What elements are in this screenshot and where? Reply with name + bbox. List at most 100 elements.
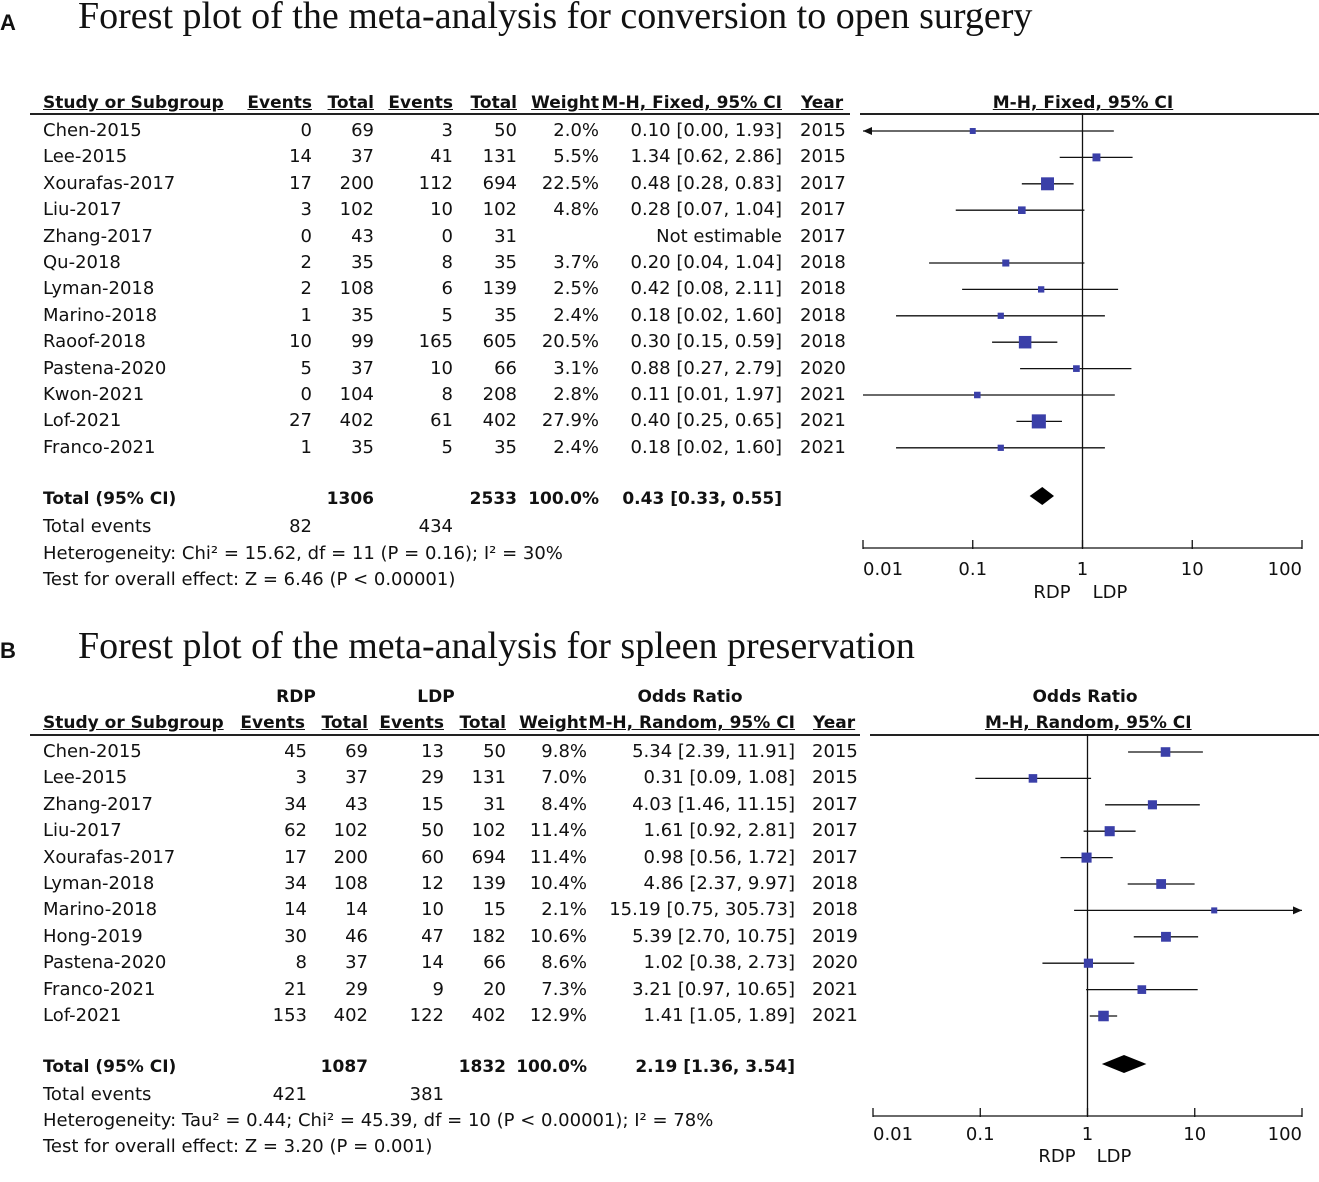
header-year: Year [813,713,856,733]
study-name: Raoof-2018 [43,331,146,353]
effect-square [997,312,1004,319]
row-e2: 6 [441,278,453,300]
header-t2: Total [459,713,506,733]
row-ci: 0.11 [0.01, 1.97] [630,384,782,405]
row-t1: 43 [345,793,368,815]
favours-right-label: LDP [1093,582,1128,603]
row-ci: 0.40 [0.25, 0.65] [630,410,782,432]
row-ci: 0.10 [0.00, 1.93] [630,120,782,141]
study-name: Marino-2018 [43,304,158,326]
study-name: Chen-2015 [43,741,142,762]
x-tick-label: 100 [1268,1124,1302,1145]
row-t1: 43 [351,225,374,247]
row-weight: 2.4% [553,304,599,326]
row-e1: 0 [300,225,312,247]
row-weight: 3.1% [553,357,599,379]
study-name: Liu-2017 [43,199,122,221]
row-t2: 102 [471,820,506,842]
row-year: 2018 [812,899,858,921]
row-ci: 1.02 [0.38, 2.73] [643,952,795,974]
row-t2: 402 [482,410,517,432]
row-ci: 0.88 [0.27, 2.79] [630,357,782,379]
study-name: Franco-2021 [43,436,156,458]
header-t1: Total [327,93,374,113]
group-header-plot: Odds Ratio [1032,687,1138,707]
x-tick-label: 10 [1183,1124,1206,1145]
effect-square [1037,286,1045,293]
row-e2: 112 [418,172,453,194]
effect-square [1092,153,1101,162]
x-tick-label: 0.01 [873,1124,913,1145]
row-year: 2018 [800,331,846,353]
row-ci: 0.31 [0.09, 1.08] [643,767,795,789]
row-e2: 8 [441,384,453,405]
row-ci: 1.41 [1.05, 1.89] [643,1005,795,1026]
study-name: Lyman-2018 [43,278,155,300]
favours-left-label: RDP [1033,582,1070,603]
row-e2: 165 [418,331,453,353]
total-events-e2: 434 [418,516,453,537]
row-e1: 30 [284,925,307,947]
row-e1: 14 [284,899,307,921]
row-year: 2015 [812,767,858,789]
row-t2: 66 [494,357,517,379]
row-e1: 62 [284,820,307,842]
ci-arrow-right [1293,906,1302,915]
row-t1: 35 [351,252,374,273]
header-weight: Weight [531,93,599,113]
forest-plot: 0.01 0.1 1 10 100 RDP LDP [862,113,1303,603]
header-e1: Events [240,713,305,733]
row-t1: 200 [339,172,374,194]
row-weight: 12.9% [529,1005,587,1026]
total-weight: 100.0% [516,1057,587,1077]
overall-effect-text: Test for overall effect: Z = 3.20 (P = 0… [43,1136,433,1157]
study-name: Marino-2018 [43,899,158,921]
row-e2: 14 [421,952,444,974]
effect-square [974,391,981,399]
pooled-diamond [1101,1055,1147,1073]
group-header-g2: LDP [417,687,455,707]
row-t2: 66 [483,952,506,974]
total-ci: 0.43 [0.33, 0.55] [622,489,782,509]
effect-square [1137,985,1147,994]
header-e2: Events [379,713,444,733]
study-name: Zhang-2017 [43,225,153,247]
row-t1: 37 [345,767,368,789]
effect-square [969,128,976,134]
row-year: 2017 [812,846,858,868]
row-t1: 69 [351,120,374,141]
row-weight: 2.4% [553,436,599,458]
total-label: Total (95% CI) [43,1057,177,1077]
row-e2: 61 [430,410,453,432]
row-e1: 5 [300,357,312,379]
row-t2: 20 [483,978,506,1000]
row-t1: 104 [339,384,374,405]
effect-square [1147,800,1157,810]
total-events-e1: 421 [272,1084,307,1105]
row-year: 2015 [812,741,858,762]
panel-label: A [0,10,16,35]
row-weight: 27.9% [541,410,599,432]
row-e2: 5 [441,436,453,458]
total-t1: 1306 [326,489,374,509]
total-events-e2: 381 [409,1084,444,1105]
row-year: 2021 [812,978,858,1000]
row-t1: 102 [333,820,368,842]
row-year: 2020 [800,357,846,379]
header-ci: M-H, Random, 95% CI [588,713,795,733]
effect-square [1160,747,1171,757]
study-name: Zhang-2017 [43,793,153,815]
row-t1: 69 [345,741,368,762]
row-e2: 29 [421,767,444,789]
row-e1: 8 [295,952,307,974]
x-tick-label: 10 [1181,559,1204,580]
row-weight: 10.4% [529,873,587,894]
row-t1: 14 [345,899,368,921]
study-name: Chen-2015 [43,120,142,141]
row-ci: 0.18 [0.02, 1.60] [630,304,782,326]
row-t1: 402 [339,410,374,432]
effect-square [1161,931,1171,942]
row-ci: 15.19 [0.75, 305.73] [609,899,795,921]
row-e2: 10 [430,357,453,379]
row-year: 2019 [812,925,858,947]
